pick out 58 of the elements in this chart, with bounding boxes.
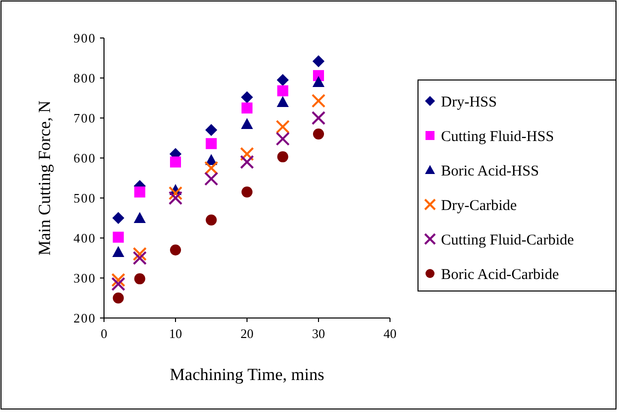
x-tick-label: 20 — [240, 326, 254, 341]
point — [312, 76, 324, 87]
point — [312, 55, 324, 68]
point — [112, 212, 124, 224]
point — [241, 118, 253, 129]
point — [112, 246, 124, 257]
point — [276, 74, 289, 86]
point — [204, 161, 218, 175]
legend-label: Boric Acid-HSS — [441, 163, 539, 180]
point — [312, 111, 326, 125]
point — [241, 91, 253, 104]
point — [242, 186, 252, 198]
x-axis-title: Machining Time, mins — [170, 365, 324, 384]
point — [168, 191, 182, 205]
x-tick-label: 0 — [100, 326, 108, 341]
point — [170, 156, 181, 168]
point — [170, 244, 181, 256]
point — [168, 186, 182, 200]
point — [112, 232, 124, 243]
y-tick-label: 300 — [74, 270, 96, 286]
point — [132, 251, 147, 265]
point — [134, 273, 146, 284]
x-tick-label: 10 — [169, 326, 182, 341]
y-tick-label: 500 — [74, 190, 96, 206]
point — [134, 186, 146, 198]
y-tick-label: 600 — [74, 150, 96, 166]
point — [242, 102, 252, 114]
x-tick-label: 40 — [384, 326, 396, 341]
point — [204, 172, 218, 186]
y-tick-label: 200 — [74, 310, 96, 326]
y-tick-label: 700 — [74, 110, 96, 126]
y-tick-label: 900 — [74, 30, 96, 46]
legend-label: Cutting Fluid-HSS — [441, 128, 554, 145]
point — [206, 138, 217, 150]
point — [276, 132, 290, 146]
y-tick-label: 800 — [74, 70, 96, 86]
point — [206, 214, 217, 226]
point — [240, 147, 254, 161]
legend-label: Cutting Fluid-Carbide — [441, 232, 574, 248]
point — [313, 128, 324, 140]
point — [240, 155, 254, 169]
point — [277, 85, 288, 96]
legend-label: Boric Acid-Carbide — [441, 266, 560, 283]
point — [111, 273, 126, 287]
y-axis-title: Main Cutting Force, N — [35, 100, 54, 256]
point — [276, 120, 290, 134]
point — [132, 247, 147, 261]
y-tick-label: 400 — [74, 230, 96, 246]
point — [134, 212, 146, 223]
x-tick-label: 30 — [312, 326, 325, 341]
legend-label: Dry-Carbide — [441, 198, 518, 214]
point — [277, 151, 288, 162]
point — [205, 124, 218, 136]
point — [276, 96, 289, 107]
point — [112, 292, 124, 304]
point — [111, 277, 126, 291]
legend-label: Dry-HSS — [441, 94, 497, 110]
point — [312, 94, 326, 108]
